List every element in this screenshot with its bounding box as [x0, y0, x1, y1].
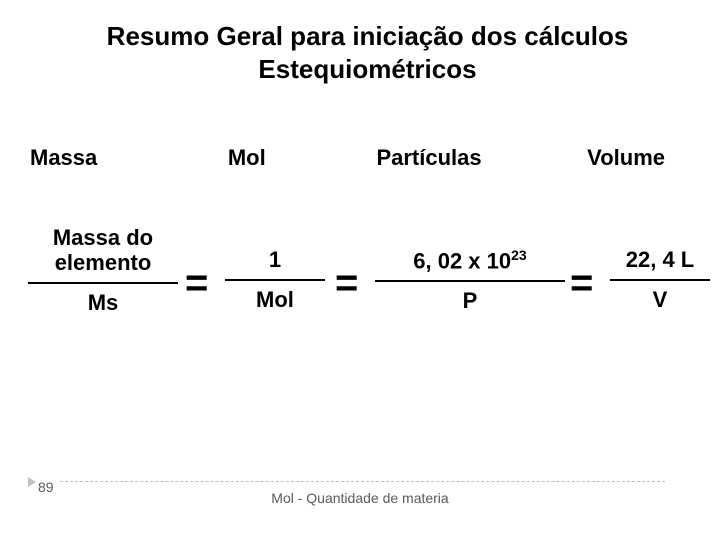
- frac1-denominator: Ms: [88, 284, 119, 316]
- equals-1: =: [185, 261, 208, 306]
- fraction-volume: 22, 4 L V: [610, 225, 710, 313]
- footer-caret-icon: [28, 477, 36, 487]
- footer-caption: Mol - Quantidade de materia: [0, 490, 720, 506]
- frac1-num-l1: Massa do: [53, 225, 153, 250]
- header-mol: Mol: [188, 145, 306, 171]
- frac3-num-exp: 23: [511, 247, 527, 263]
- title-line-2: Estequiométricos: [258, 54, 476, 84]
- frac1-numerator: Massa do elemento: [53, 225, 153, 282]
- fraction-massa: Massa do elemento Ms: [28, 225, 178, 316]
- frac3-numerator: 6, 02 x 1023: [413, 225, 526, 280]
- header-particulas: Partículas: [326, 145, 533, 171]
- frac4-numerator: 22, 4 L: [626, 225, 694, 279]
- frac1-num-l2: elemento: [55, 250, 152, 275]
- column-headers: Massa Mol Partículas Volume: [20, 145, 700, 171]
- frac2-denominator: Mol: [256, 281, 294, 313]
- equals-3: =: [570, 261, 593, 306]
- header-massa: Massa: [20, 145, 168, 171]
- frac2-numerator: 1: [269, 225, 281, 279]
- footer-divider: [60, 481, 665, 482]
- slide: Resumo Geral para iniciação dos cálculos…: [0, 0, 720, 540]
- fraction-particulas: 6, 02 x 1023 P: [375, 225, 565, 314]
- frac3-num-base: 6, 02 x 10: [413, 248, 511, 273]
- frac4-denominator: V: [653, 281, 668, 313]
- equation-row: Massa do elemento Ms = 1 Mol = 6, 02 x 1…: [20, 225, 700, 345]
- frac3-denominator: P: [463, 282, 478, 314]
- equals-2: =: [335, 261, 358, 306]
- slide-title: Resumo Geral para iniciação dos cálculos…: [45, 20, 690, 85]
- title-line-1: Resumo Geral para iniciação dos cálculos: [107, 21, 629, 51]
- header-volume: Volume: [552, 145, 700, 171]
- fraction-mol: 1 Mol: [225, 225, 325, 313]
